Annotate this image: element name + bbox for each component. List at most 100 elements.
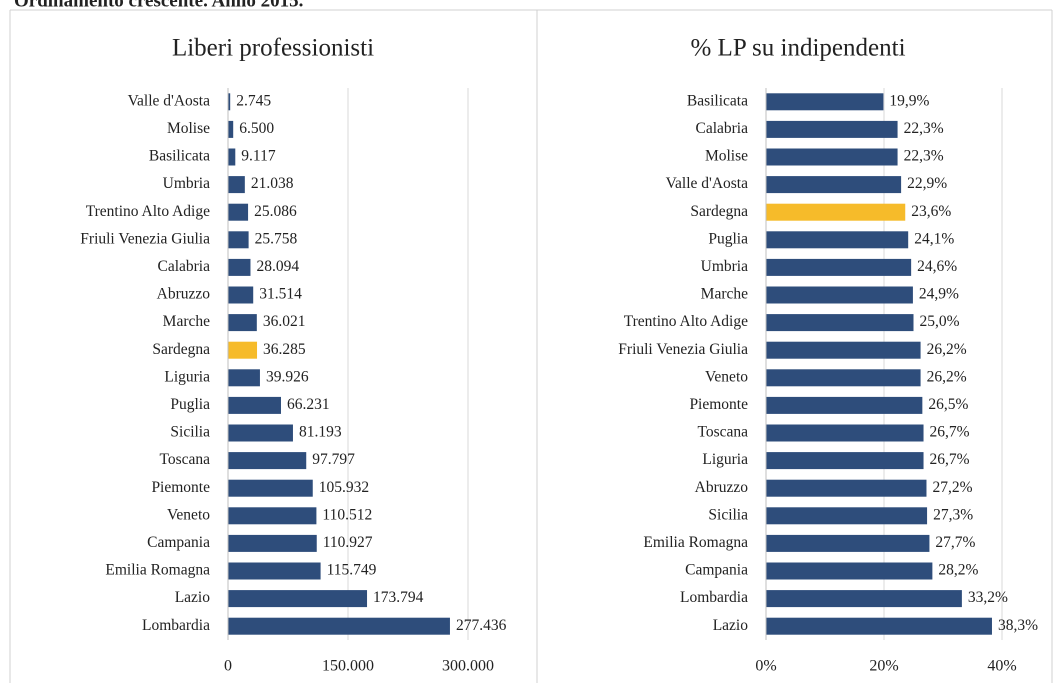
bar — [766, 617, 992, 635]
value-label: 110.512 — [322, 506, 372, 523]
bar — [228, 479, 313, 497]
value-label: 66.231 — [287, 396, 330, 413]
value-label: 27,2% — [932, 479, 972, 496]
category-label: Lombardia — [680, 589, 748, 606]
category-label: Friuli Venezia Giulia — [80, 230, 210, 247]
category-label: Veneto — [705, 368, 748, 385]
bar — [228, 534, 317, 552]
value-label: 110.927 — [323, 534, 373, 551]
chart-title: Liberi professionisti — [172, 35, 374, 62]
category-label: Calabria — [157, 258, 210, 275]
category-label: Abruzzo — [157, 286, 211, 303]
bar — [228, 231, 249, 249]
x-tick-label: 0 — [224, 658, 232, 675]
value-label: 26,7% — [930, 451, 970, 468]
bar — [228, 617, 450, 635]
value-label: 277.436 — [456, 617, 507, 634]
chart-title: % LP su indipendenti — [690, 35, 905, 62]
bar — [766, 534, 930, 552]
value-label: 19,9% — [889, 92, 929, 109]
bar — [228, 286, 254, 304]
category-label: Basilicata — [687, 92, 748, 109]
value-label: 115.749 — [327, 562, 377, 579]
x-tick-label: 150.000 — [322, 658, 374, 675]
category-label: Marche — [701, 286, 748, 303]
category-label: Lazio — [713, 617, 749, 634]
bar — [766, 396, 923, 414]
bar — [228, 148, 236, 166]
value-label: 28,2% — [938, 562, 978, 579]
caption: Ordinamento crescente. Anno 2015. — [14, 0, 303, 11]
category-label: Calabria — [695, 120, 748, 137]
bar — [228, 562, 321, 580]
bar — [766, 148, 898, 166]
value-label: 31.514 — [259, 286, 302, 303]
bar — [766, 369, 921, 387]
bar — [228, 93, 231, 111]
value-label: 25.758 — [255, 230, 298, 247]
value-label: 26,5% — [928, 396, 968, 413]
category-label: Toscana — [159, 451, 210, 468]
category-label: Marche — [163, 313, 210, 330]
category-label: Basilicata — [149, 148, 210, 165]
bar — [766, 203, 906, 221]
category-label: Sicilia — [708, 506, 748, 523]
x-tick-label: 20% — [869, 658, 898, 675]
x-tick-label: 0% — [755, 658, 776, 675]
category-label: Sardegna — [690, 203, 748, 220]
category-label: Veneto — [167, 506, 210, 523]
value-label: 22,3% — [904, 120, 944, 137]
bar — [228, 590, 368, 608]
bar — [766, 286, 913, 304]
value-label: 24,6% — [917, 258, 957, 275]
value-label: 24,9% — [919, 286, 959, 303]
value-label: 105.932 — [319, 479, 369, 496]
x-tick-label: 300.000 — [442, 658, 494, 675]
category-label: Friuli Venezia Giulia — [618, 341, 748, 358]
value-label: 97.797 — [312, 451, 355, 468]
category-label: Lazio — [175, 589, 211, 606]
value-label: 22,3% — [904, 148, 944, 165]
category-label: Liguria — [164, 368, 210, 385]
value-label: 24,1% — [914, 230, 954, 247]
value-label: 6.500 — [239, 120, 274, 137]
bar — [766, 507, 928, 525]
category-label: Puglia — [170, 396, 210, 413]
category-label: Trentino Alto Adige — [86, 203, 210, 220]
category-label: Umbria — [701, 258, 748, 275]
category-label: Molise — [167, 120, 210, 137]
bar — [766, 341, 921, 359]
category-label: Piemonte — [689, 396, 748, 413]
bar — [228, 203, 249, 221]
value-label: 36.021 — [263, 313, 306, 330]
value-label: 22,9% — [907, 175, 947, 192]
bar — [228, 369, 260, 387]
bar — [766, 479, 927, 497]
value-label: 39.926 — [266, 368, 309, 385]
category-label: Puglia — [708, 230, 748, 247]
category-label: Campania — [685, 562, 748, 579]
bar — [766, 424, 924, 442]
value-label: 33,2% — [968, 589, 1008, 606]
bar — [766, 452, 924, 470]
value-label: 173.794 — [373, 589, 424, 606]
value-label: 21.038 — [251, 175, 294, 192]
value-label: 36.285 — [263, 341, 306, 358]
value-label: 2.745 — [236, 92, 271, 109]
value-label: 9.117 — [241, 148, 276, 165]
value-label: 27,3% — [933, 506, 973, 523]
bar — [228, 258, 251, 276]
category-label: Valle d'Aosta — [128, 92, 211, 109]
bar — [228, 120, 234, 138]
bar — [228, 341, 258, 359]
bar — [228, 314, 257, 332]
bar — [766, 93, 884, 111]
category-label: Molise — [705, 148, 748, 165]
value-label: 38,3% — [998, 617, 1038, 634]
bar — [228, 424, 293, 442]
category-label: Sardegna — [152, 341, 210, 358]
category-label: Sicilia — [170, 424, 210, 441]
category-label: Valle d'Aosta — [666, 175, 749, 192]
category-label: Liguria — [702, 451, 748, 468]
